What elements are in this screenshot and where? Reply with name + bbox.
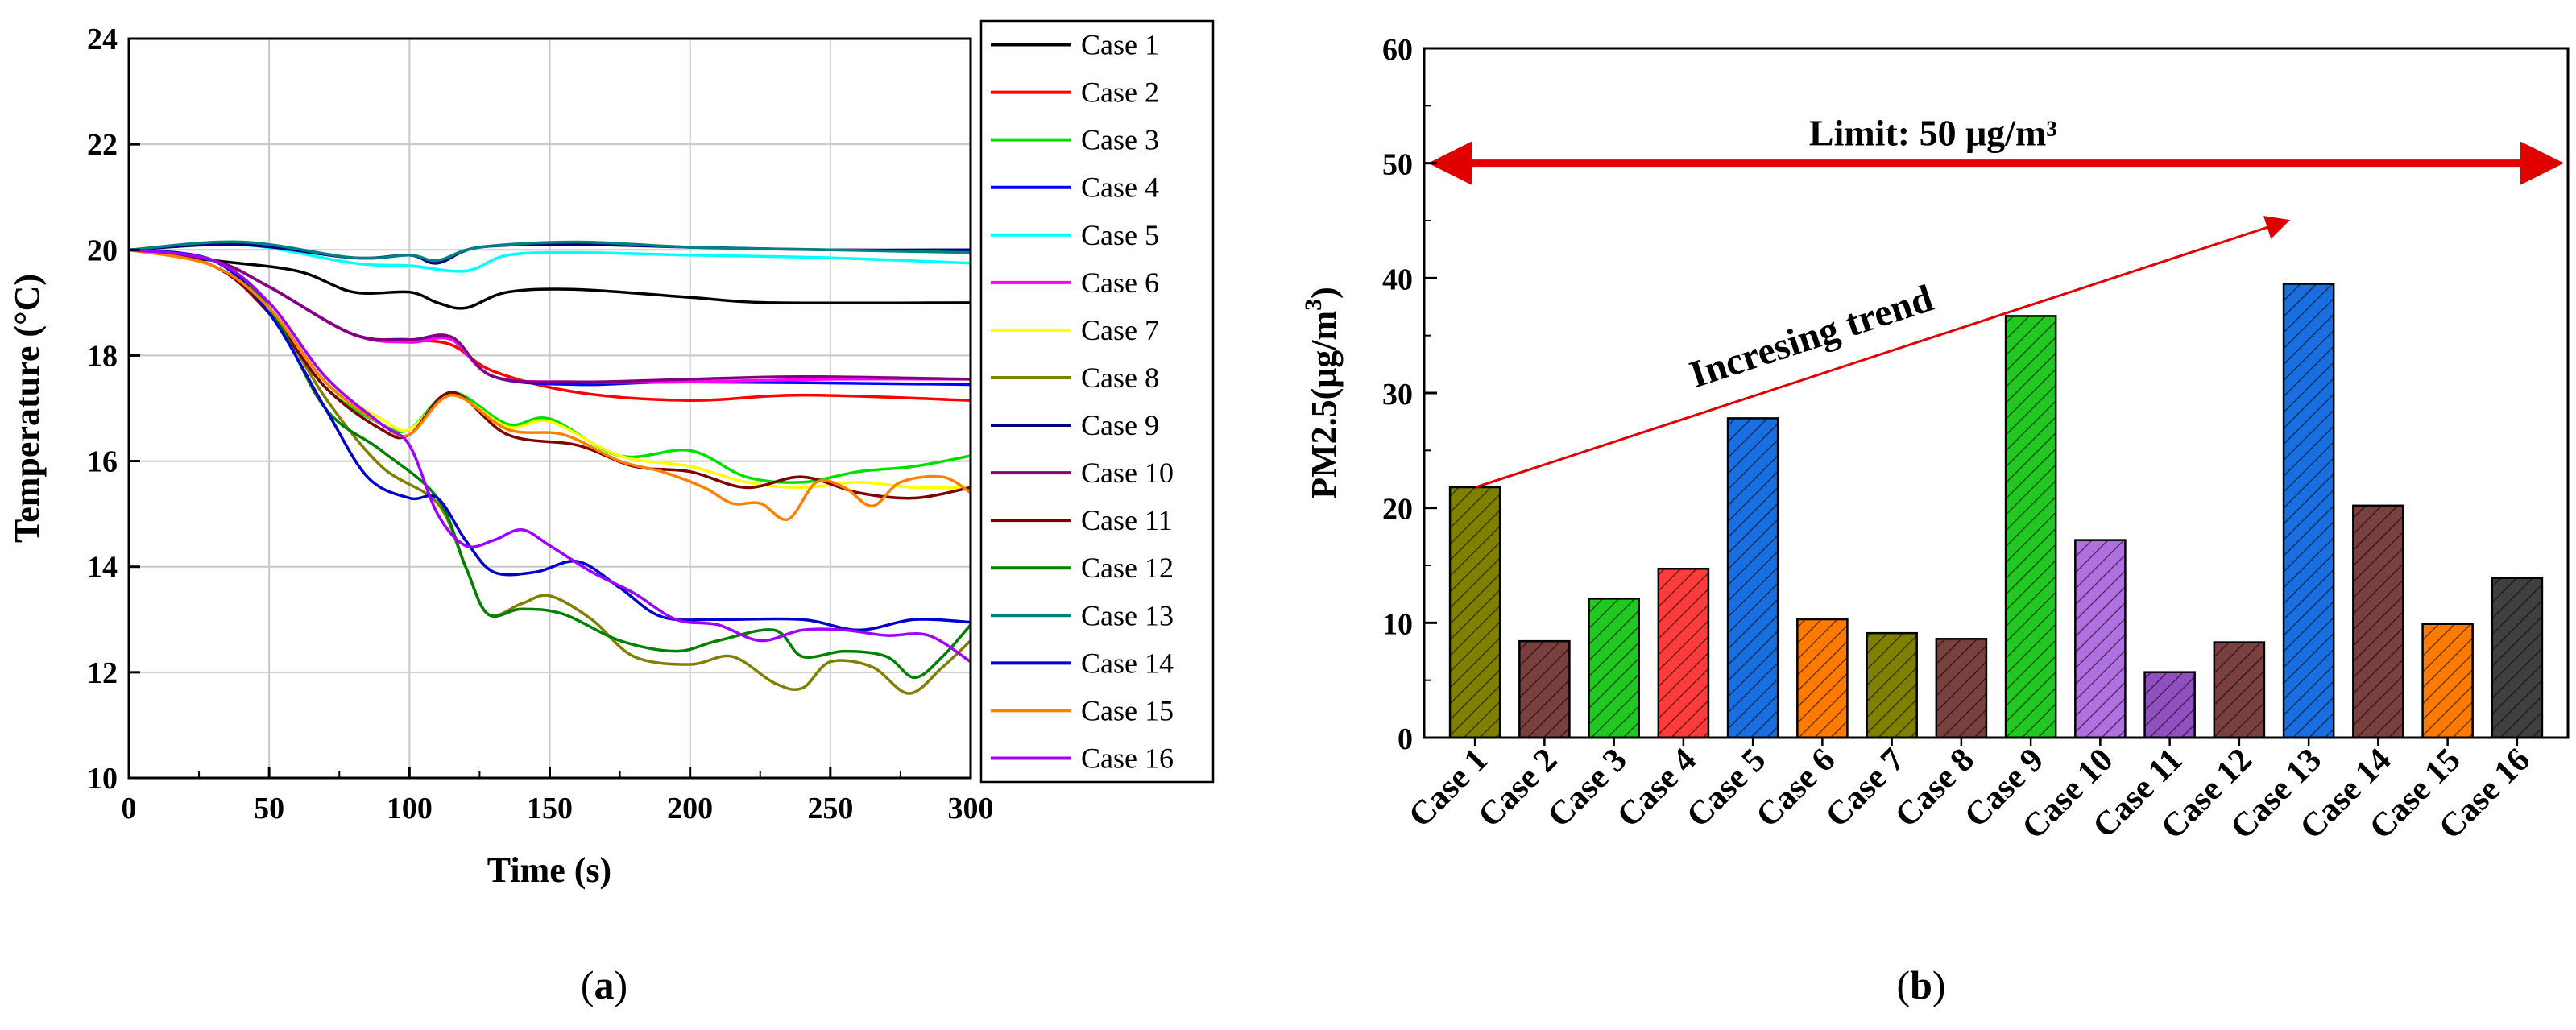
b-category-label: Case 1: [1402, 742, 1495, 835]
a-series-line-case-15: [128, 248, 971, 521]
a-legend-label-case-7: Case 7: [1081, 314, 1159, 346]
b-bar-hatch-case-16: [2491, 577, 2542, 738]
b-y-axis-label: PM2.5(μg/m3): [1300, 287, 1344, 499]
b-bar-hatch-case-15: [2422, 623, 2473, 738]
a-legend-label-case-13: Case 13: [1081, 599, 1174, 631]
a-series-group: [128, 240, 972, 695]
b-bar-hatch-case-5: [1728, 418, 1779, 738]
a-x-tick-label: 50: [254, 792, 284, 825]
b-category-label: Case 8: [1888, 742, 1982, 835]
b-category-label: Case 7: [1819, 742, 1912, 835]
a-legend-box: [979, 19, 1215, 784]
a-series-line-case-1: [128, 248, 971, 310]
b-category-label: Case 3: [1541, 742, 1634, 835]
a-legend: Case 1 Case 2 Case 3 Case 4 Case 5 Case 6 Case…: [991, 29, 1174, 774]
b-bar-hatch-case-7: [1866, 633, 1917, 738]
a-series-line-case-8: [128, 248, 972, 695]
a-y-tick-label: 22: [87, 128, 118, 162]
a-y-axis-label: Temperature (°C): [7, 274, 47, 543]
a-ticks: 0 50 100 150 200 250 300 10 12 14 16 18 20 22 24: [87, 23, 994, 825]
b-panel-label: (b): [1896, 962, 1945, 1007]
b-y-tick-label: 60: [1382, 33, 1413, 67]
a-grid: [128, 38, 971, 779]
a-legend-label-case-10: Case 10: [1081, 457, 1174, 489]
b-bars: [1448, 283, 2544, 739]
a-x-tick-label: 250: [807, 792, 853, 825]
line-chart-temperature: 0 50 100 150 200 250 300 10 12 14 16 18 20 22 24 Time …: [7, 19, 1215, 1007]
a-legend-label-case-3: Case 3: [1081, 124, 1159, 156]
b-category-label: Case 5: [1679, 742, 1773, 835]
b-trend-arrow: [1475, 216, 2291, 489]
b-y-tick-label: 30: [1382, 378, 1413, 412]
a-series-line-case-13: [128, 240, 971, 263]
b-y-tick-label: 20: [1382, 493, 1413, 527]
b-y-tick-label: 40: [1382, 263, 1413, 296]
b-bar-hatch-case-11: [2144, 672, 2195, 738]
b-trend-label: Incresing trend: [1684, 277, 1938, 396]
a-y-tick-label: 20: [87, 234, 118, 267]
a-x-tick-label: 100: [387, 792, 433, 825]
bar-chart-pm25: Limit: 50 μg/m³ Incresing trend 0 10 20 30 4…: [1300, 33, 2570, 1007]
b-bar-hatch-case-9: [2006, 316, 2056, 738]
a-series-line-case-16: [128, 248, 971, 664]
a-x-tick-label: 0: [122, 792, 137, 825]
b-category-label: Case 6: [1750, 742, 1843, 835]
b-bar-hatch-case-6: [1797, 619, 1848, 738]
a-series-line-case-10: [128, 248, 971, 384]
a-x-tick-label: 150: [527, 792, 573, 825]
a-legend-label-case-11: Case 11: [1081, 504, 1173, 536]
b-bar-hatch-case-3: [1588, 598, 1639, 738]
a-panel-label: (a): [581, 962, 627, 1007]
b-category-label: Case 4: [1610, 742, 1704, 835]
a-legend-label-case-8: Case 8: [1081, 362, 1159, 394]
b-bar-hatch-case-2: [1519, 641, 1570, 738]
b-bar-hatch-case-4: [1658, 569, 1708, 738]
a-series-line-case-5: [128, 242, 971, 273]
a-legend-label-case-6: Case 6: [1081, 267, 1159, 299]
a-legend-label-case-14: Case 14: [1081, 647, 1174, 679]
a-legend-label-case-4: Case 4: [1081, 172, 1159, 204]
b-ticks: 0 10 20 30 40 50 60: [1382, 33, 1437, 756]
b-y-tick-label: 50: [1382, 148, 1413, 182]
b-y-tick-label: 0: [1398, 722, 1413, 756]
a-legend-label-case-1: Case 1: [1081, 29, 1159, 61]
b-bar-hatch-case-1: [1450, 486, 1501, 738]
b-bar-hatch-case-12: [2214, 642, 2264, 738]
a-x-tick-label: 300: [948, 792, 994, 825]
a-y-tick-label: 24: [87, 23, 118, 56]
a-legend-label-case-5: Case 5: [1081, 219, 1159, 251]
b-limit-label: Limit: 50 μg/m³: [1809, 113, 2057, 154]
b-bar-hatch-case-8: [1936, 639, 1986, 738]
b-y-tick-label: 10: [1382, 607, 1413, 641]
a-y-tick-label: 18: [87, 339, 118, 373]
a-legend-label-case-9: Case 9: [1081, 409, 1159, 441]
a-y-tick-label: 16: [87, 445, 118, 479]
a-y-tick-label: 14: [87, 551, 118, 585]
b-bar-hatch-case-10: [2075, 540, 2126, 738]
a-x-axis-label: Time (s): [487, 850, 611, 890]
b-category-label: Case 2: [1472, 742, 1565, 835]
b-bar-hatch-case-13: [2284, 283, 2334, 738]
a-legend-label-case-12: Case 12: [1081, 552, 1174, 584]
b-bar-hatch-case-14: [2353, 505, 2404, 738]
a-legend-label-case-15: Case 15: [1081, 694, 1174, 726]
a-legend-label-case-16: Case 16: [1081, 742, 1174, 774]
a-y-tick-label: 12: [87, 656, 118, 690]
a-y-tick-label: 10: [87, 762, 118, 796]
a-series-line-case-14: [128, 248, 971, 632]
a-x-tick-label: 200: [667, 792, 713, 825]
a-legend-label-case-2: Case 2: [1081, 77, 1159, 109]
